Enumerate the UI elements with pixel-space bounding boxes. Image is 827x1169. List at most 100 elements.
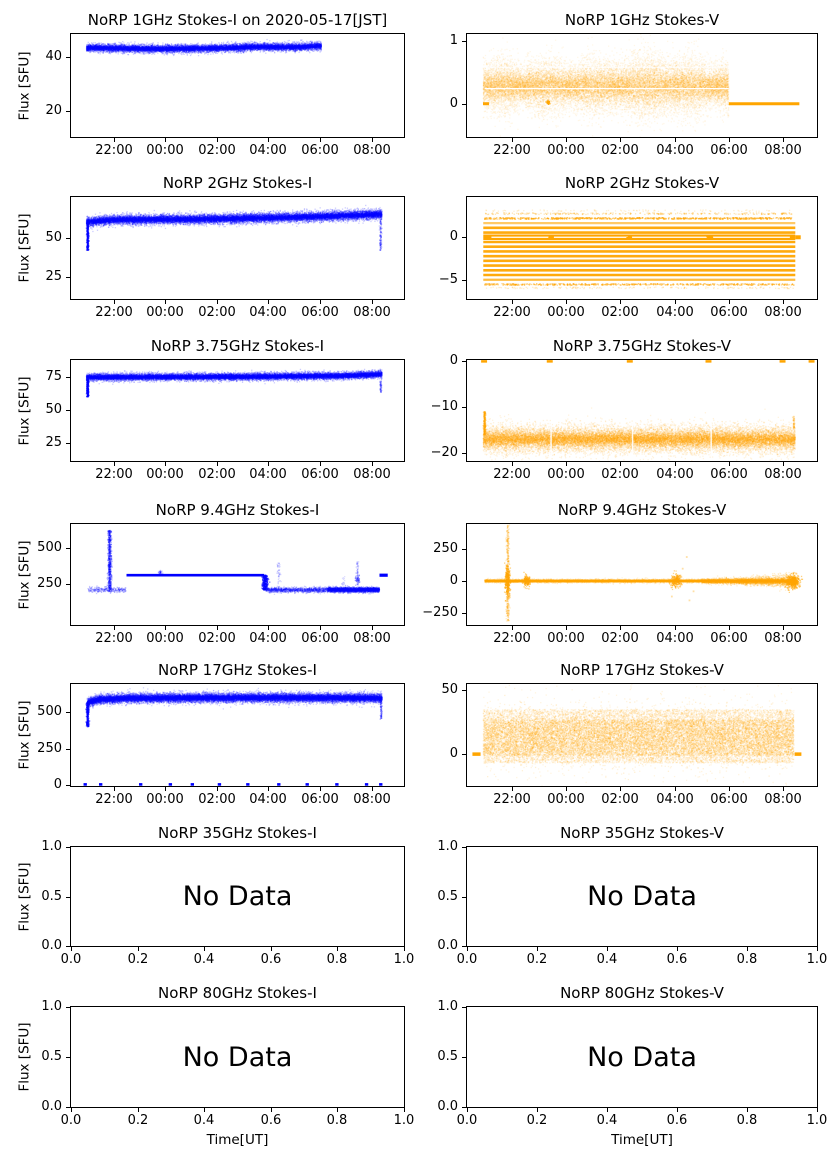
- y-tick-label-norp-35ghz-stokes-v-1: 0.5: [437, 889, 458, 904]
- x-tick-mark-norp-17ghz-stokes-i-2: [217, 787, 218, 791]
- x-tick-mark-norp-80ghz-stokes-i-1: [138, 1108, 139, 1112]
- y-tick-mark-norp-9.4ghz-stokes-v-0: [462, 613, 466, 614]
- y-tick-mark-norp-3.75ghz-stokes-v-0: [462, 361, 466, 362]
- y-tick-label-norp-2ghz-stokes-i-0: 25: [45, 269, 62, 284]
- x-tick-mark-norp-17ghz-stokes-i-5: [372, 787, 373, 791]
- y-tick-mark-norp-3.75ghz-stokes-i-0: [66, 443, 70, 444]
- x-tick-label-norp-35ghz-stokes-i-5: 1.0: [393, 952, 415, 967]
- y-tick-label-norp-9.4ghz-stokes-i-0: 250: [37, 576, 62, 591]
- y-tick-label-norp-9.4ghz-stokes-v-1: 0: [449, 573, 458, 588]
- plot-title-norp-35ghz-stokes-i: NoRP 35GHz Stokes-I: [158, 824, 317, 842]
- y-tick-mark-norp-80ghz-stokes-v-1: [462, 1057, 466, 1058]
- x-tick-mark-norp-2ghz-stokes-v-3: [675, 300, 676, 304]
- x-tick-label-norp-35ghz-stokes-i-2: 0.4: [193, 952, 215, 967]
- x-tick-label-norp-3.75ghz-stokes-v-3: 04:00: [656, 467, 694, 482]
- x-tick-label-norp-80ghz-stokes-v-0: 0.0: [456, 1113, 478, 1128]
- x-tick-mark-norp-2ghz-stokes-i-0: [114, 300, 115, 304]
- y-axis-label-text-norp-35ghz-stokes-i: Flux [SFU]: [17, 861, 34, 932]
- x-tick-label-norp-9.4ghz-stokes-v-0: 22:00: [493, 631, 531, 646]
- x-tick-label-norp-9.4ghz-stokes-v-2: 02:00: [601, 631, 639, 646]
- x-tick-label-norp-3.75ghz-stokes-v-1: 00:00: [547, 467, 585, 482]
- x-tick-label-norp-2ghz-stokes-i-4: 06:00: [301, 305, 339, 320]
- x-tick-mark-norp-80ghz-stokes-i-0: [71, 1108, 72, 1112]
- y-tick-label-norp-17ghz-stokes-i-1: 250: [37, 741, 62, 756]
- y-tick-label-norp-9.4ghz-stokes-i-1: 500: [37, 540, 62, 555]
- y-axis-label-norp-3.75ghz-stokes-i: Flux [SFU]: [17, 359, 33, 462]
- x-tick-label-norp-17ghz-stokes-v-4: 06:00: [710, 792, 748, 807]
- x-tick-label-norp-3.75ghz-stokes-i-2: 02:00: [198, 467, 236, 482]
- plot-title-norp-2ghz-stokes-i: NoRP 2GHz Stokes-I: [162, 174, 313, 192]
- x-tick-label-norp-9.4ghz-stokes-v-4: 06:00: [710, 631, 748, 646]
- plot-area-norp-3.75ghz-stokes-i: [70, 359, 405, 462]
- x-tick-mark-norp-2ghz-stokes-i-4: [320, 300, 321, 304]
- x-tick-mark-norp-1ghz-stokes-v-1: [566, 138, 567, 142]
- x-tick-mark-norp-9.4ghz-stokes-i-2: [217, 626, 218, 630]
- x-tick-label-norp-1ghz-stokes-i-0: 22:00: [95, 143, 133, 158]
- x-tick-mark-norp-9.4ghz-stokes-i-1: [165, 626, 166, 630]
- x-tick-mark-norp-9.4ghz-stokes-i-0: [114, 626, 115, 630]
- x-tick-mark-norp-80ghz-stokes-v-3: [677, 1108, 678, 1112]
- plot-canvas-norp-9.4ghz-stokes-i: [71, 524, 404, 625]
- x-tick-label-norp-2ghz-stokes-v-4: 06:00: [710, 305, 748, 320]
- x-tick-label-norp-3.75ghz-stokes-v-5: 08:00: [764, 467, 802, 482]
- y-tick-mark-norp-2ghz-stokes-i-1: [66, 238, 70, 239]
- y-tick-mark-norp-80ghz-stokes-i-1: [66, 1057, 70, 1058]
- plot-title-norp-80ghz-stokes-i: NoRP 80GHz Stokes-I: [158, 984, 317, 1002]
- x-tick-label-norp-3.75ghz-stokes-i-4: 06:00: [301, 467, 339, 482]
- x-tick-mark-norp-9.4ghz-stokes-i-3: [268, 626, 269, 630]
- x-tick-label-norp-17ghz-stokes-i-1: 00:00: [146, 792, 184, 807]
- plot-area-norp-17ghz-stokes-v: [466, 683, 818, 787]
- x-tick-label-norp-1ghz-stokes-v-0: 22:00: [493, 143, 531, 158]
- y-tick-mark-norp-35ghz-stokes-v-0: [462, 946, 466, 947]
- x-tick-mark-norp-17ghz-stokes-v-0: [512, 787, 513, 791]
- plot-canvas-norp-3.75ghz-stokes-i: [71, 360, 404, 461]
- y-tick-mark-norp-9.4ghz-stokes-v-1: [462, 581, 466, 582]
- y-tick-mark-norp-17ghz-stokes-i-0: [66, 785, 70, 786]
- y-axis-label-norp-2ghz-stokes-i: Flux [SFU]: [17, 196, 33, 300]
- x-tick-mark-norp-9.4ghz-stokes-v-3: [675, 626, 676, 630]
- x-tick-mark-norp-3.75ghz-stokes-i-4: [320, 462, 321, 466]
- y-tick-mark-norp-1ghz-stokes-v-0: [462, 104, 466, 105]
- x-tick-mark-norp-35ghz-stokes-v-3: [677, 947, 678, 951]
- plot-title-norp-3.75ghz-stokes-i: NoRP 3.75GHz Stokes-I: [150, 337, 325, 355]
- y-axis-label-text-norp-9.4ghz-stokes-i: Flux [SFU]: [17, 539, 34, 610]
- x-tick-label-norp-3.75ghz-stokes-i-1: 00:00: [146, 467, 184, 482]
- y-tick-label-norp-17ghz-stokes-v-1: 50: [441, 682, 458, 697]
- x-tick-label-norp-9.4ghz-stokes-i-4: 06:00: [301, 631, 339, 646]
- y-tick-label-norp-17ghz-stokes-v-0: 0: [449, 746, 458, 761]
- y-tick-label-norp-80ghz-stokes-i-1: 0.5: [41, 1049, 62, 1064]
- x-tick-label-norp-1ghz-stokes-v-2: 02:00: [601, 143, 639, 158]
- x-tick-mark-norp-2ghz-stokes-i-1: [165, 300, 166, 304]
- x-tick-mark-norp-80ghz-stokes-i-3: [271, 1108, 272, 1112]
- x-tick-label-norp-2ghz-stokes-i-2: 02:00: [198, 305, 236, 320]
- y-tick-mark-norp-35ghz-stokes-i-0: [66, 946, 70, 947]
- y-tick-mark-norp-2ghz-stokes-i-0: [66, 277, 70, 278]
- x-tick-label-norp-35ghz-stokes-i-3: 0.6: [260, 952, 282, 967]
- x-axis-label-norp-80ghz-stokes-i: Time[UT]: [206, 1132, 269, 1148]
- x-tick-mark-norp-1ghz-stokes-i-2: [217, 138, 218, 142]
- x-tick-mark-norp-2ghz-stokes-i-2: [217, 300, 218, 304]
- y-tick-mark-norp-3.75ghz-stokes-v-2: [462, 453, 466, 454]
- x-tick-mark-norp-3.75ghz-stokes-v-1: [566, 462, 567, 466]
- x-tick-mark-norp-3.75ghz-stokes-i-0: [114, 462, 115, 466]
- no-data-label-norp-35ghz-stokes-i: No Data: [182, 881, 293, 912]
- x-tick-label-norp-35ghz-stokes-v-1: 0.2: [526, 952, 548, 967]
- y-axis-label-norp-1ghz-stokes-i: Flux [SFU]: [17, 33, 33, 138]
- x-tick-label-norp-9.4ghz-stokes-i-1: 00:00: [146, 631, 184, 646]
- x-tick-label-norp-2ghz-stokes-v-0: 22:00: [493, 305, 531, 320]
- y-tick-label-norp-3.75ghz-stokes-v-0: 0: [449, 353, 458, 368]
- x-tick-mark-norp-80ghz-stokes-v-0: [467, 1108, 468, 1112]
- x-tick-mark-norp-1ghz-stokes-v-0: [512, 138, 513, 142]
- x-tick-label-norp-2ghz-stokes-v-3: 04:00: [656, 305, 694, 320]
- x-tick-label-norp-35ghz-stokes-v-3: 0.6: [666, 952, 688, 967]
- plot-area-norp-9.4ghz-stokes-v: [466, 523, 818, 626]
- x-tick-mark-norp-17ghz-stokes-v-5: [783, 787, 784, 791]
- x-tick-mark-norp-17ghz-stokes-v-1: [566, 787, 567, 791]
- x-tick-mark-norp-3.75ghz-stokes-i-3: [268, 462, 269, 466]
- plot-area-norp-17ghz-stokes-i: [70, 683, 405, 787]
- plot-area-norp-1ghz-stokes-i: [70, 33, 405, 138]
- plot-area-norp-35ghz-stokes-v: No Data: [466, 846, 818, 947]
- x-tick-mark-norp-9.4ghz-stokes-v-1: [566, 626, 567, 630]
- x-tick-label-norp-9.4ghz-stokes-v-3: 04:00: [656, 631, 694, 646]
- y-tick-label-norp-3.75ghz-stokes-v-1: −10: [430, 399, 458, 414]
